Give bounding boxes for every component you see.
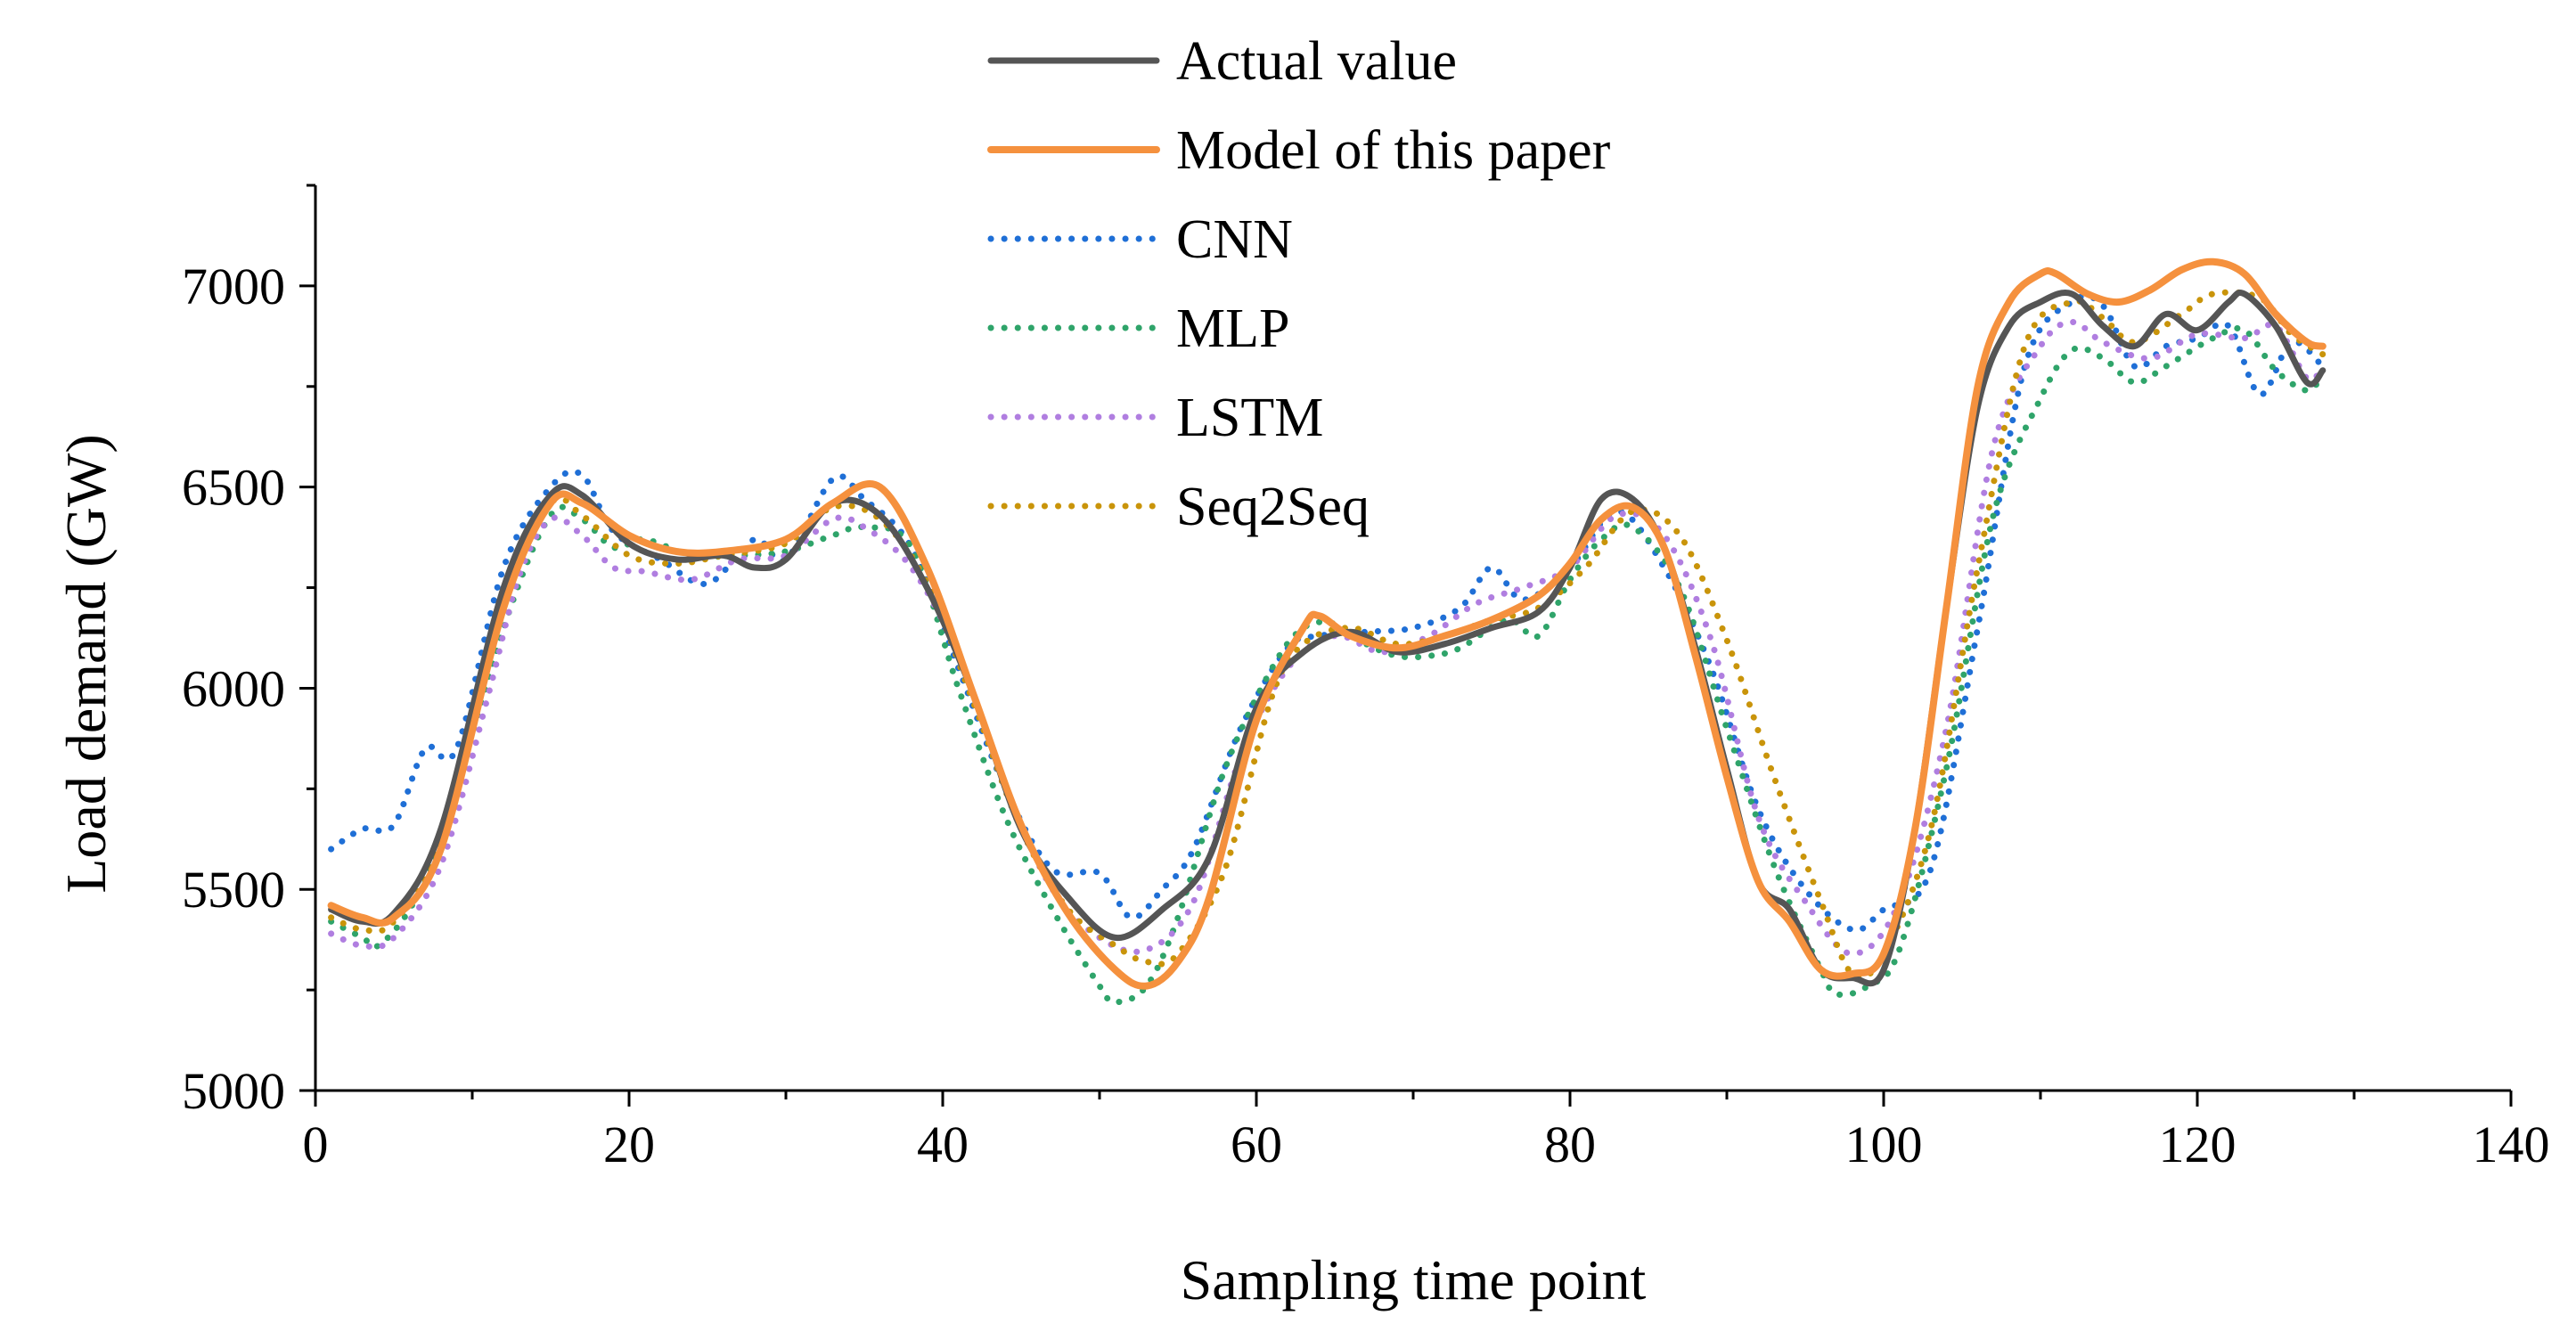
series-line-model-of-this-paper xyxy=(327,257,2327,990)
x-axis-title: Sampling time point xyxy=(1181,1248,1647,1311)
legend-label-seq2seq: Seq2Seq xyxy=(1176,477,1370,537)
x-tick-label: 100 xyxy=(1845,1115,1923,1173)
x-tick-label: 0 xyxy=(303,1115,329,1173)
legend-label-lstm: LSTM xyxy=(1176,388,1323,448)
legend: Actual value Model of this paper CNN MLP LST… xyxy=(987,31,1611,537)
y-axis-title: Load demand (GW) xyxy=(54,434,118,893)
series-layer xyxy=(327,257,2327,1006)
x-tick-label: 120 xyxy=(2159,1115,2237,1173)
x-tick-label: 20 xyxy=(603,1115,655,1173)
legend-label-mlp: MLP xyxy=(1176,298,1289,359)
series-line-actual-value xyxy=(328,289,2327,987)
series-line-seq2seq xyxy=(328,289,2327,981)
x-tick-label: 140 xyxy=(2473,1115,2550,1173)
y-tick-label: 6500 xyxy=(182,459,285,517)
ticks: 0 20 40 60 80 100 120 140 5000 5500 6000 6500 7000 xyxy=(182,184,2550,1173)
legend-label-actual-value: Actual value xyxy=(1176,31,1457,92)
series-line-mlp xyxy=(328,325,2327,1006)
legend-label-cnn: CNN xyxy=(1176,209,1293,270)
y-tick-label: 5000 xyxy=(182,1062,285,1120)
x-tick-label: 60 xyxy=(1231,1115,1282,1173)
x-tick-label: 80 xyxy=(1544,1115,1596,1173)
x-tick-label: 40 xyxy=(917,1115,969,1173)
legend-label-model-of-this-paper: Model of this paper xyxy=(1176,120,1611,181)
y-tick-label: 7000 xyxy=(182,257,285,315)
y-tick-label: 5500 xyxy=(182,861,285,919)
y-tick-label: 6000 xyxy=(182,659,285,717)
series-line-cnn xyxy=(328,292,2327,934)
